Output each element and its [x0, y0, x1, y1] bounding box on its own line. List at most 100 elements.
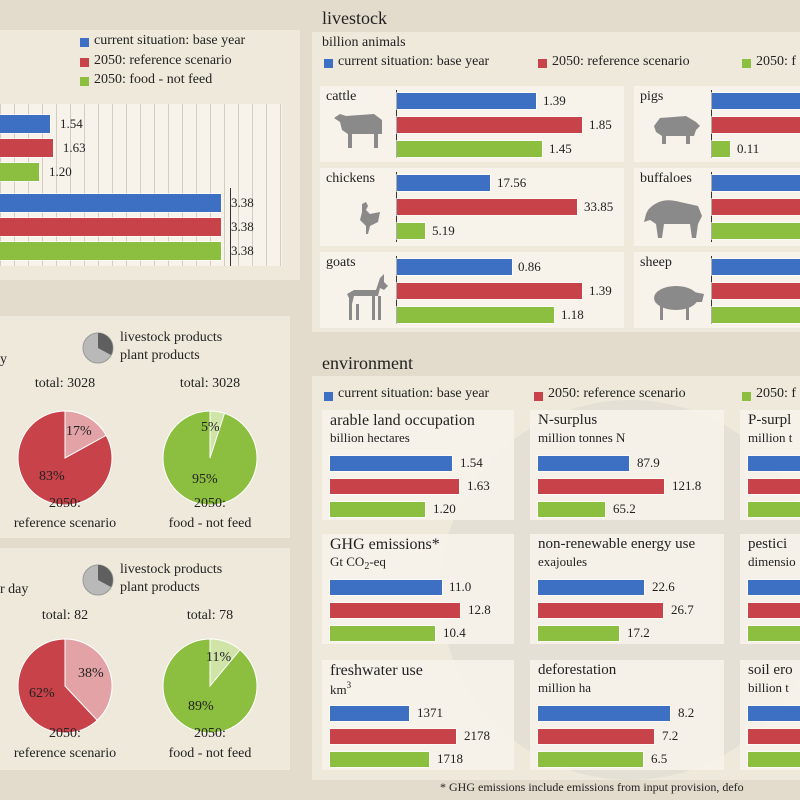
- env-bar-ref: [538, 729, 655, 744]
- lv-legend-swatch-ref: [538, 59, 547, 68]
- env-bar-value: 1.54: [460, 455, 483, 470]
- livestock-bar-value: 1.39: [589, 283, 612, 298]
- livestock-bar-base: [397, 175, 491, 191]
- livestock-title: livestock: [322, 8, 387, 28]
- lv-legend-label-food: 2050: f: [756, 54, 797, 69]
- env-bar-ref: [330, 479, 459, 494]
- legend-label-ref: 2050: reference scenario: [94, 53, 232, 68]
- env-bar-base: [748, 580, 800, 595]
- env-card-unit: km3: [330, 680, 351, 698]
- land-bar-food: [0, 242, 221, 260]
- land-bar-value: 3.38: [231, 219, 254, 234]
- env-legend-label-base: current situation: base year: [338, 386, 490, 401]
- env-bar-value: 8.2: [678, 705, 695, 720]
- env-bar-value: 6.5: [651, 751, 668, 766]
- livestock-name-cattle: cattle: [326, 89, 357, 104]
- env-unit-main: Gt CO: [330, 554, 365, 569]
- pie-caption-scenario: food - not feed: [168, 746, 252, 761]
- env-bar-ref: [330, 729, 456, 744]
- land-bar-value: 3.38: [231, 195, 254, 210]
- legend-swatch-ref: [80, 58, 89, 67]
- env-card-title: GHG emissions*: [330, 536, 440, 553]
- env-bar-base: [538, 580, 644, 595]
- pie-slice-livestock: [64, 638, 113, 721]
- pie-pct-livestock: 38%: [78, 666, 104, 681]
- env-bar-value: 2178: [464, 728, 490, 743]
- livestock-bar-ref: [712, 199, 800, 215]
- livestock-bar-base: [712, 259, 800, 275]
- livestock-bar-ref: [712, 117, 800, 133]
- livestock-name-chickens: chickens: [326, 171, 375, 186]
- env-bar-ref: [748, 729, 800, 744]
- livestock-bar-food: [397, 141, 542, 157]
- env-card-title: pestici: [748, 536, 788, 552]
- pie-left-label-top: y: [0, 352, 7, 367]
- env-card-unit: billion hectares: [330, 430, 410, 445]
- livestock-bar-base: [397, 259, 512, 275]
- livestock-axis: [711, 90, 712, 158]
- livestock-bar-food: [397, 307, 555, 323]
- livestock-bar-value: 0.86: [518, 259, 541, 274]
- env-card-unit: million t: [748, 430, 793, 445]
- env-card-title: deforestation: [538, 662, 617, 678]
- pie-pct-plant: 83%: [39, 469, 65, 484]
- pie-pct-livestock: 11%: [206, 650, 232, 665]
- pie-total: total: 3028: [179, 376, 241, 391]
- livestock-bar-value: 5.19: [432, 223, 455, 238]
- env-bar-base: [330, 706, 410, 721]
- env-bar-value: 1371: [417, 705, 443, 720]
- pie-pct-livestock: 17%: [66, 424, 92, 439]
- sheep-icon: [654, 286, 704, 320]
- env-bar-food: [330, 752, 430, 767]
- livestock-bar-ref: [712, 283, 800, 299]
- livestock-name-sheep: sheep: [640, 255, 672, 270]
- land-bar-food: [0, 163, 39, 181]
- env-bar-value: 12.8: [468, 602, 491, 617]
- pie-caption-year: 2050:: [49, 726, 81, 741]
- livestock-bar-base: [712, 93, 800, 109]
- env-bar-value: 87.9: [637, 455, 660, 470]
- env-bar-value: 1718: [437, 751, 463, 766]
- lv-legend-label-base: current situation: base year: [338, 54, 490, 69]
- env-bar-food: [538, 752, 643, 767]
- env-bar-ref: [538, 603, 664, 618]
- env-card-title: P-surpl: [748, 412, 792, 428]
- livestock-bar-ref: [397, 117, 582, 133]
- env-card-title: soil ero: [748, 662, 793, 678]
- pie-caption-year: 2050:: [194, 726, 226, 741]
- livestock-bar-ref: [397, 283, 582, 299]
- env-unit-sub: 2: [364, 561, 370, 572]
- pie-chart-red: [17, 638, 113, 734]
- livestock-bar-value: 1.45: [549, 141, 572, 156]
- env-unit-sup: 3: [346, 680, 352, 690]
- pie-legend-plant-top: plant products: [120, 348, 200, 363]
- lv-legend-swatch-food: [742, 59, 751, 68]
- env-bar-base: [330, 456, 452, 471]
- livestock-bar-ref: [397, 199, 577, 215]
- pie-chart-red: [17, 410, 113, 506]
- env-bar-food: [748, 502, 800, 517]
- env-card-unit: million tonnes N: [538, 430, 626, 445]
- env-legend-label-ref: 2050: reference scenario: [548, 386, 686, 401]
- env-bar-food: [538, 626, 619, 641]
- env-legend-swatch-base: [324, 392, 333, 401]
- livestock-name-goats: goats: [326, 255, 356, 270]
- env-bar-value: 11.0: [449, 579, 472, 594]
- pie-pct-plant: 89%: [188, 699, 214, 714]
- land-bar-base: [0, 194, 221, 212]
- environment-title: environment: [322, 353, 413, 373]
- livestock-axis: [396, 90, 397, 158]
- env-bar-value: 10.4: [443, 625, 466, 640]
- pie-legend-icon-top: [82, 332, 114, 364]
- env-bar-food: [538, 502, 606, 517]
- env-bar-value: 1.20: [433, 501, 456, 516]
- land-bar-value: 3.38: [231, 243, 254, 258]
- env-bar-base: [538, 456, 629, 471]
- pie-legend-icon-bottom: [82, 564, 114, 596]
- env-bar-ref: [538, 479, 664, 494]
- pie-legend-livestock-top: livestock products: [120, 330, 223, 345]
- livestock-axis: [396, 256, 397, 324]
- env-bar-value: 22.6: [652, 579, 675, 594]
- legend-swatch-food: [80, 77, 89, 86]
- goat-icon: [347, 274, 388, 320]
